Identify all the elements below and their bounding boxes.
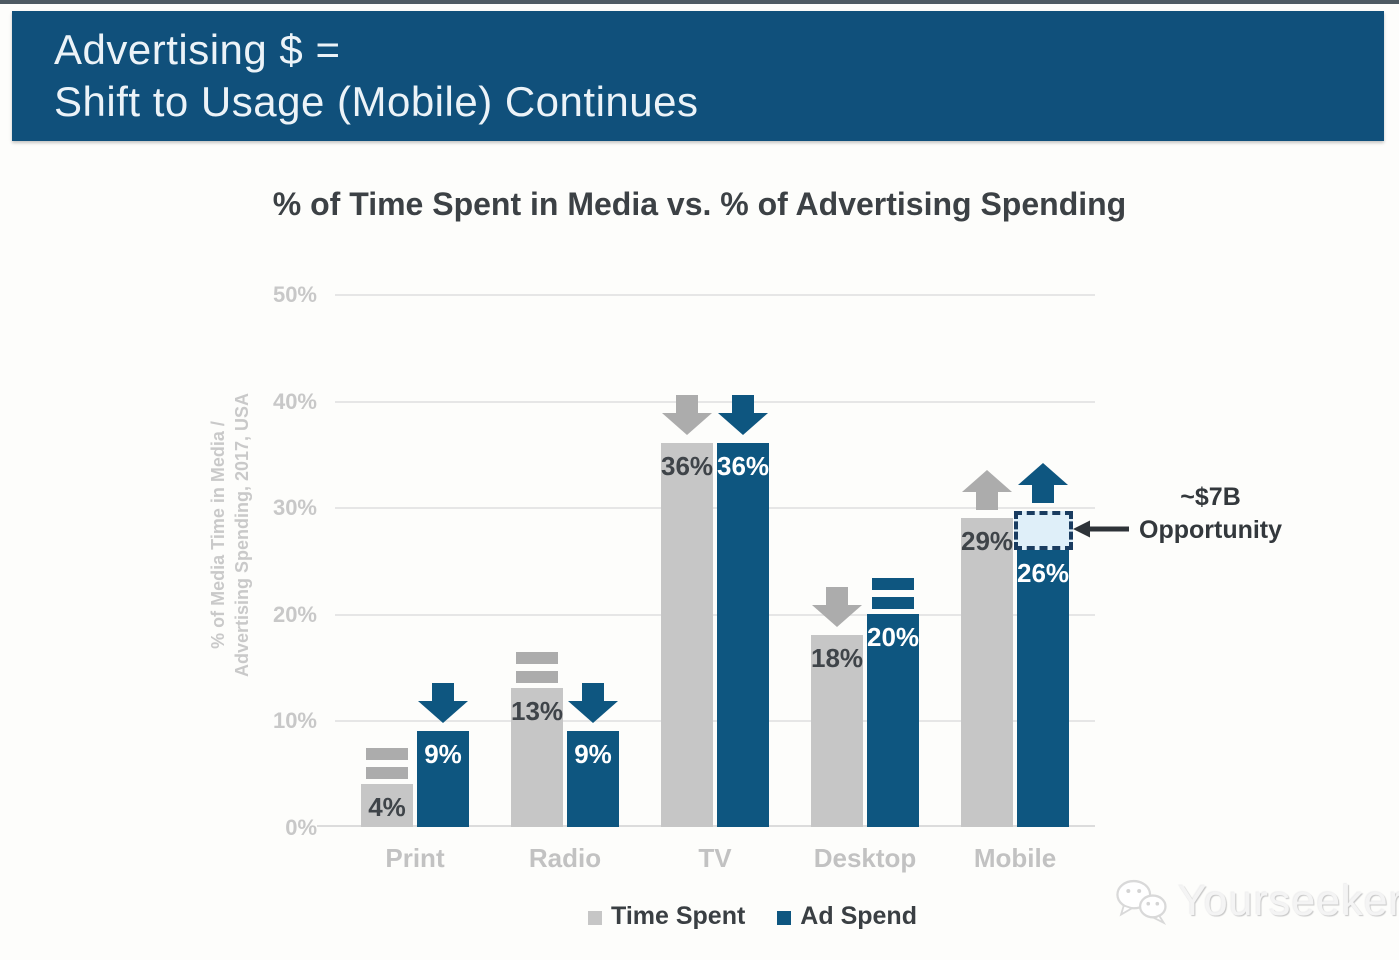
bar-value-label: 9% <box>424 739 462 769</box>
category-label-tv: TV <box>698 843 732 873</box>
chart-title: % of Time Spent in Media vs. % of Advert… <box>272 186 1127 222</box>
y-tick-label-40: 40% <box>272 389 317 414</box>
watermark: Yourseeker <box>1112 872 1399 930</box>
arrow-stem <box>1032 484 1054 503</box>
category-label-print: Print <box>385 843 445 873</box>
legend-swatch <box>588 910 602 925</box>
trend-up-icon <box>962 470 1012 510</box>
bar-value-label: 36% <box>661 451 714 481</box>
banner-line-1: Advertising $ = <box>54 26 341 73</box>
arrow-stem <box>732 395 754 414</box>
trend-down-icon <box>418 683 468 723</box>
trend-flat-bar <box>516 671 558 683</box>
bar-value-label: 9% <box>574 739 612 769</box>
bar-value-label: 13% <box>511 696 564 726</box>
legend-swatch <box>777 910 792 925</box>
legend-item-ad-spend: Ad Spend <box>777 902 917 931</box>
bar-value-label: 36% <box>717 451 770 481</box>
category-label-mobile: Mobile <box>973 843 1057 873</box>
y-axis-title-line-1: % of Media Time in Media / <box>208 421 228 649</box>
bar-ad-spend-mobile: 26% <box>1017 550 1069 827</box>
arrow-head <box>1018 463 1068 485</box>
annotation-line-2: Opportunity <box>1139 516 1283 544</box>
trend-flat-bar <box>872 578 914 590</box>
arrow-stem <box>676 395 698 414</box>
arrow-stem <box>432 683 454 702</box>
y-axis-title-line-2: Advertising Spending, 2017, USA <box>232 392 252 678</box>
bar-value-label: 26% <box>1017 558 1070 588</box>
bar-time-spent-mobile: 29% <box>961 518 1013 827</box>
bar-value-label: 29% <box>961 526 1014 556</box>
bar-ad-spend-print: 9% <box>417 731 469 827</box>
bar-value-label: 4% <box>368 792 406 822</box>
opportunity-box <box>1014 511 1073 550</box>
gridline-50 <box>335 294 1095 296</box>
trend-flat-bar <box>366 767 408 779</box>
arrow-stem <box>826 587 848 606</box>
gridline-20 <box>335 614 1095 616</box>
top-edge-strip <box>0 0 1399 4</box>
legend-label: Time Spent <box>611 902 746 930</box>
trend-flat-icon <box>516 652 558 683</box>
chart-legend: Time Spent Ad Spend <box>588 902 917 931</box>
arrow-stem <box>976 491 998 510</box>
legend-item-time-spent: Time Spent <box>588 902 745 931</box>
gridline-30 <box>335 507 1095 509</box>
arrow-head <box>812 605 862 627</box>
watermark-text: Yourseeker <box>1178 876 1399 925</box>
y-tick-label-0: 0% <box>285 815 317 840</box>
annotation-left-arrow-icon <box>1073 520 1129 538</box>
gridline-40 <box>335 401 1095 403</box>
bar-ad-spend-radio: 9% <box>567 731 619 827</box>
trend-flat-bar <box>366 748 408 760</box>
y-axis-title: % of Media Time in Media / Advertising S… <box>206 325 254 745</box>
legend-label: Ad Spend <box>800 902 917 930</box>
arrow-stem <box>582 683 604 702</box>
bar-time-spent-print: 4% <box>361 784 413 827</box>
annotation-line-1: ~$7B <box>1180 483 1241 511</box>
y-tick-label-30: 30% <box>272 495 317 520</box>
trend-down-icon <box>812 587 862 627</box>
opportunity-annotation: ~$7B Opportunity <box>1073 481 1282 547</box>
bar-time-spent-desktop: 18% <box>811 635 863 827</box>
gridline-10 <box>335 720 1095 722</box>
bar-value-label: 18% <box>811 643 864 673</box>
trend-down-icon <box>718 395 768 435</box>
arrow-head <box>962 470 1012 492</box>
y-tick-label-10: 10% <box>272 708 317 733</box>
arrow-head <box>718 413 768 435</box>
bar-ad-spend-tv: 36% <box>717 443 769 827</box>
trend-flat-icon <box>366 748 408 779</box>
wechat-icon <box>1116 879 1167 926</box>
arrow-head <box>662 413 712 435</box>
trend-flat-bar <box>872 597 914 609</box>
category-label-desktop: Desktop <box>813 843 917 873</box>
y-tick-label-50: 50% <box>272 282 317 307</box>
banner-line-2: Shift to Usage (Mobile) Continues <box>54 78 699 125</box>
slide-title-banner: Advertising $ = Shift to Usage (Mobile) … <box>12 11 1384 141</box>
bar-value-label: 20% <box>867 622 920 652</box>
bar-chart-plot-area: 50% 40% 30% 20% 10% 0% 4% 9% Print 13% 9% Radio 36% 3… <box>273 282 1095 873</box>
trend-up-icon <box>1018 463 1068 503</box>
annotation-text: ~$7B Opportunity <box>1139 481 1282 547</box>
trend-down-icon <box>568 683 618 723</box>
trend-flat-bar <box>516 652 558 664</box>
y-tick-label-20: 20% <box>272 602 317 627</box>
bar-ad-spend-desktop: 20% <box>867 614 919 827</box>
category-label-radio: Radio <box>528 843 602 873</box>
bar-time-spent-tv: 36% <box>661 443 713 827</box>
bar-time-spent-radio: 13% <box>511 688 563 827</box>
arrow-head <box>568 701 618 723</box>
trend-flat-icon <box>872 578 914 609</box>
arrow-head <box>418 701 468 723</box>
trend-down-icon <box>662 395 712 435</box>
